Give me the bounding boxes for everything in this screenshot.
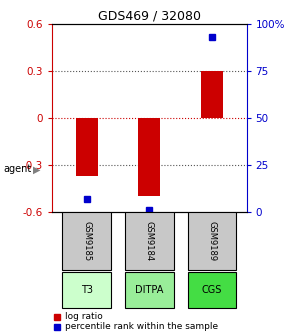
Title: GDS469 / 32080: GDS469 / 32080: [98, 9, 201, 23]
Bar: [62, 212, 111, 270]
Text: DITPA: DITPA: [135, 285, 164, 295]
Text: T3: T3: [81, 285, 93, 295]
Bar: [62, 272, 111, 308]
Text: log ratio: log ratio: [65, 312, 102, 322]
Bar: [188, 212, 236, 270]
Text: GSM9185: GSM9185: [82, 221, 91, 261]
Text: GSM9189: GSM9189: [208, 221, 217, 261]
Bar: [125, 272, 174, 308]
Text: percentile rank within the sample: percentile rank within the sample: [65, 322, 218, 331]
Text: ▶: ▶: [32, 164, 40, 174]
Text: CGS: CGS: [202, 285, 222, 295]
Bar: [188, 272, 236, 308]
Bar: [125, 212, 174, 270]
Bar: [201, 71, 223, 118]
Text: GSM9184: GSM9184: [145, 221, 154, 261]
Bar: [138, 118, 160, 196]
Text: agent: agent: [3, 164, 31, 174]
Bar: [76, 118, 98, 176]
